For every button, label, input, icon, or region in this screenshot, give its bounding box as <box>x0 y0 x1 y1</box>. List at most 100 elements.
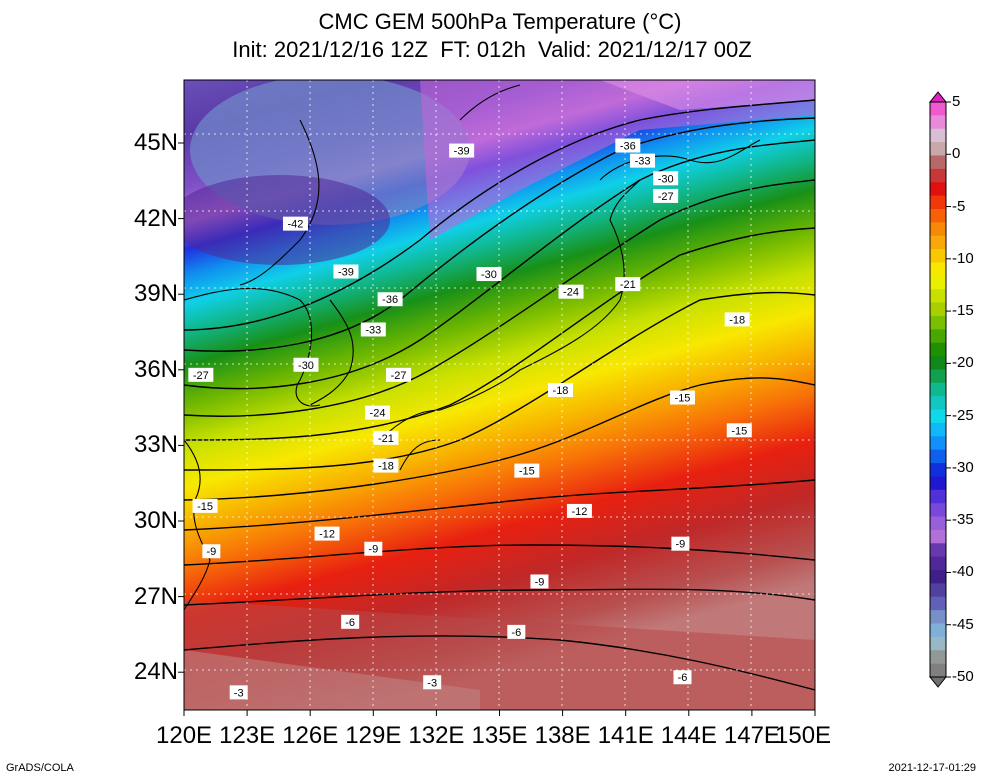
contour-label-box <box>364 541 383 556</box>
colorbar-segment <box>930 503 946 518</box>
contour-label-text: -3 <box>427 677 437 689</box>
contour-label: -6 <box>341 614 360 629</box>
contour-label-box <box>726 423 752 438</box>
colorbar-segment <box>930 142 946 156</box>
colorbar-segment <box>930 489 946 504</box>
contour-label-text: -27 <box>391 370 407 382</box>
contour-label-text: -6 <box>511 627 521 639</box>
contour-label: -6 <box>673 670 692 685</box>
colorbar-segment <box>930 623 946 638</box>
colorbar-segment <box>930 583 946 598</box>
contour-label-box <box>514 463 540 478</box>
colorbar-label: -10 <box>952 249 974 267</box>
contour-label-text: -24 <box>563 287 579 299</box>
colorbar-segment <box>930 315 946 330</box>
colorbar-segment <box>930 155 946 170</box>
axis-ticks <box>178 142 816 716</box>
contour-label-box <box>671 536 690 551</box>
colorbar-label: -35 <box>952 511 974 529</box>
lat-label: 24N <box>133 658 178 686</box>
contour-label-text: -6 <box>345 617 355 629</box>
map-subtitle: Init: 2021/12/16 12Z FT: 012h Valid: 202… <box>232 37 752 62</box>
colorbar-segment <box>930 650 946 665</box>
map-title: CMC GEM 500hPa Temperature (°C) <box>318 9 682 34</box>
contour-label-box <box>615 138 641 153</box>
contour-label-text: -30 <box>481 269 497 281</box>
contour-labels: -39 -36-33-30-27-42-39 -30-21-24-36-18-33-… <box>188 138 752 700</box>
colorbar <box>928 91 951 688</box>
contour-label-text: -9 <box>535 576 545 588</box>
colorbar-label: 5 <box>952 93 961 110</box>
colorbar-segment <box>930 275 946 290</box>
contour-label: -33 <box>630 153 656 168</box>
lon-label: 147E <box>723 722 780 749</box>
lat-label: 30N <box>133 507 178 534</box>
contour-label-box <box>547 382 573 397</box>
contour-label-text: -9 <box>206 546 216 558</box>
contour-label: -42 <box>282 216 308 231</box>
colorbar-segment <box>930 516 946 531</box>
contour-label-text: -15 <box>675 393 691 405</box>
contour-label-box <box>360 322 386 337</box>
contour-label-text: -27 <box>658 191 674 203</box>
contour-label-box <box>293 357 319 372</box>
contour-label-box <box>530 574 549 589</box>
coastlines <box>184 84 761 611</box>
colorbar-segment <box>930 369 946 384</box>
colorbar-segment <box>930 356 946 370</box>
contour-label: -12 <box>314 526 340 541</box>
colorbar-frame <box>929 101 947 678</box>
colorbar-segment <box>930 329 946 344</box>
lon-label: 126E <box>282 722 339 749</box>
plot-area: -39 -36-33-30-27-42-39 -30-21-24-36-18-33-… <box>184 80 815 710</box>
contour-label: -9 <box>364 541 383 556</box>
contour-label-box <box>615 277 641 292</box>
colorbar-segment <box>930 289 946 304</box>
contour-label-box <box>653 171 679 186</box>
isotherm-lines <box>184 99 815 691</box>
contour-label: -30 <box>476 267 502 282</box>
colorbar-segment <box>930 115 946 130</box>
colorbar-segment <box>930 208 946 223</box>
contour-label: -36 <box>615 138 641 153</box>
contour-label-box <box>314 526 340 541</box>
contour-label-box <box>724 312 750 327</box>
contour-label-box <box>558 284 584 299</box>
lon-label: 138E <box>534 722 591 749</box>
lon-label: 132E <box>408 722 465 749</box>
footer-credit: GrADS/COLA <box>6 762 74 774</box>
colorbar-segment <box>930 342 946 357</box>
lon-label: 150E <box>775 722 832 749</box>
contour-label-box <box>188 367 214 382</box>
contour-label-box <box>630 153 656 168</box>
colorbar-segment <box>930 168 946 183</box>
colorbar-segment <box>930 543 946 558</box>
contour-label-text: -30 <box>658 173 674 185</box>
lat-label: 45N <box>133 129 178 156</box>
contour-label-box <box>192 498 218 513</box>
contour-label-box <box>341 614 360 629</box>
contour-label: -27 <box>386 367 412 382</box>
contour-label-text: -15 <box>519 466 535 478</box>
colorbar-label: -20 <box>952 354 974 372</box>
contour-label-box <box>449 143 475 158</box>
contour-label: -9 <box>530 574 549 589</box>
contour-label-text: -39 <box>338 267 354 279</box>
colorbar-label: -5 <box>952 197 966 215</box>
colorbar-segment <box>930 556 946 571</box>
colorbar-segment <box>930 610 946 625</box>
contour-label: -21 <box>615 277 641 292</box>
lon-label: 141E <box>597 722 654 749</box>
contour-label: -15 <box>726 423 752 438</box>
contour-label-text: -3 <box>234 687 244 699</box>
colorbar-segment <box>930 382 946 397</box>
contour-label-box <box>202 544 221 559</box>
colorbar-segment <box>930 235 946 250</box>
contour-label: -3 <box>229 685 248 700</box>
colorbar-label: -40 <box>952 563 974 581</box>
colorbar-label: -45 <box>952 615 974 633</box>
contour-label-box <box>423 675 442 690</box>
contour-label-box <box>386 367 412 382</box>
contour-label-text: -12 <box>319 529 335 541</box>
